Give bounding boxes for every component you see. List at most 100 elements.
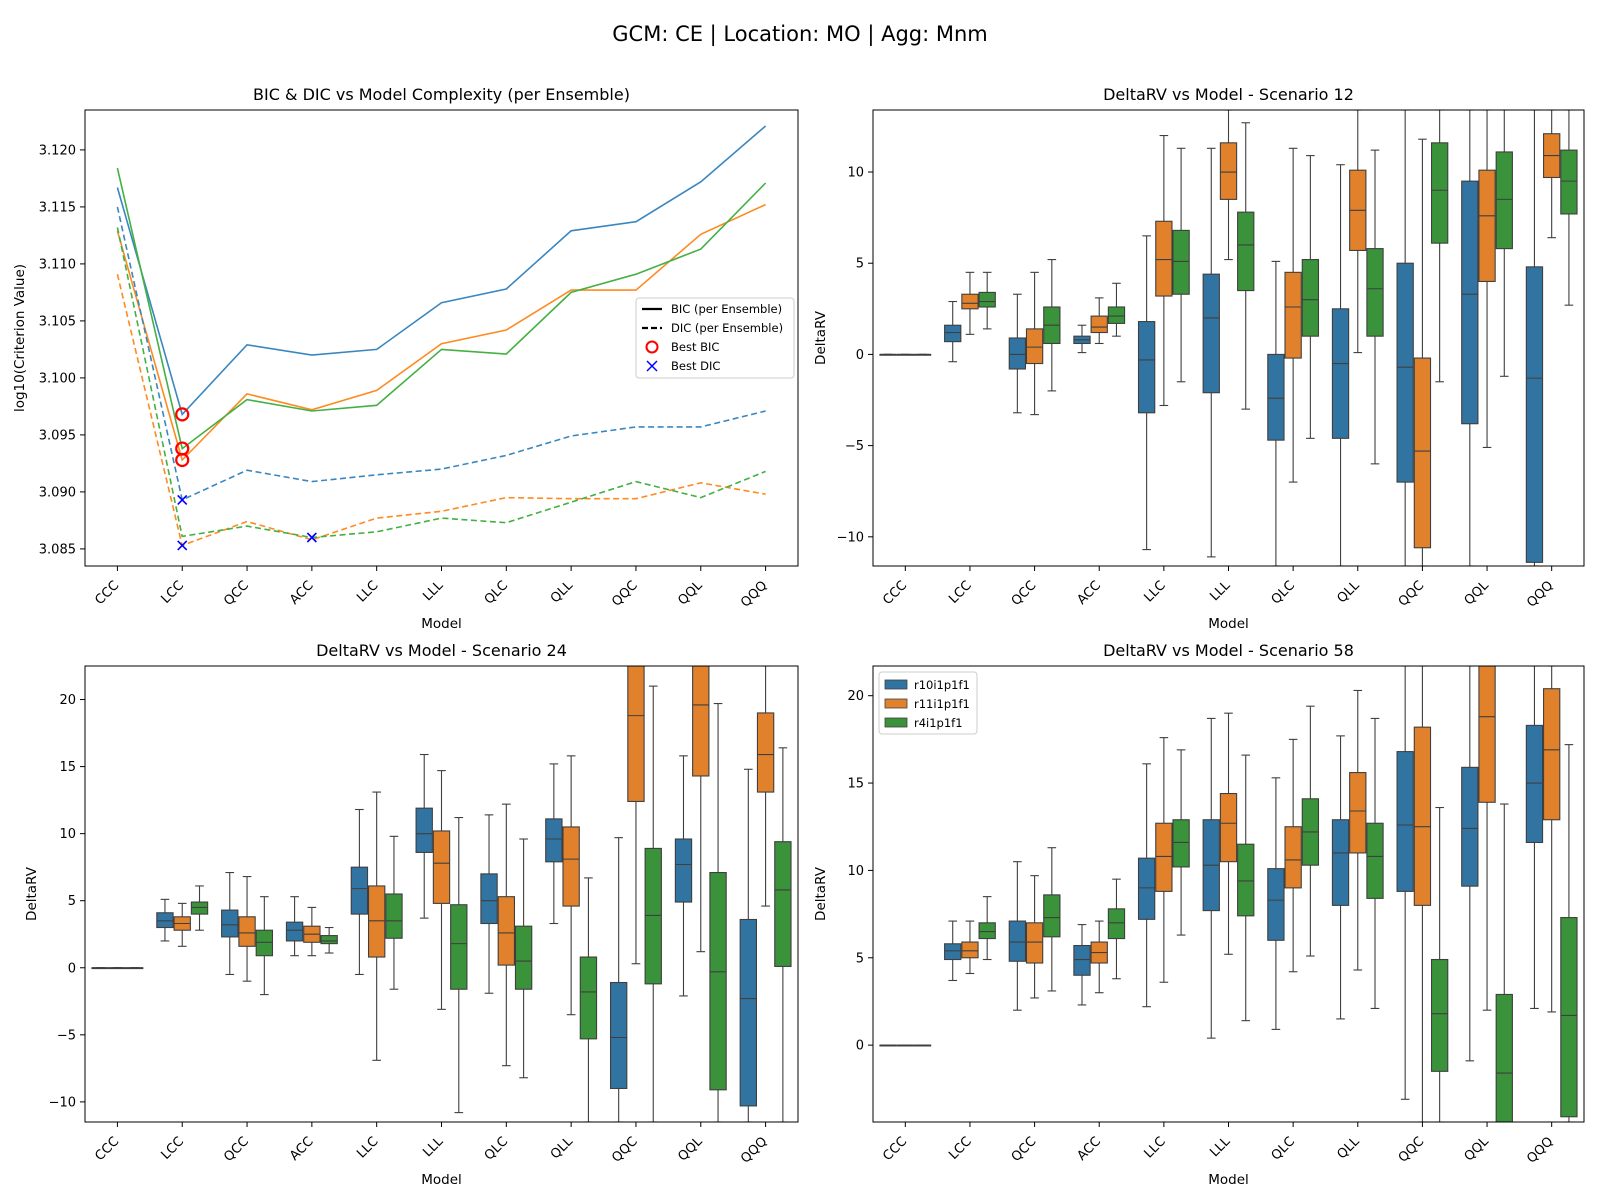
y-tick-label: −5 — [845, 439, 864, 454]
y-tick-label: 20 — [59, 693, 76, 708]
legend-label: r11i1p1f1 — [914, 697, 970, 711]
bic-line-line_green — [116, 167, 767, 450]
panel-title: DeltaRV vs Model - Scenario 24 — [316, 641, 567, 660]
x-tick-label: LCC — [946, 1134, 975, 1163]
box-r10i1p1f1 — [221, 909, 239, 938]
x-tick-label: LCC — [158, 578, 187, 607]
box-r10i1p1f1 — [285, 921, 304, 942]
x-tick-label: QQC — [609, 578, 640, 609]
box-r11i1p1f1 — [1219, 792, 1238, 863]
y-tick-label: 3.095 — [39, 428, 76, 443]
x-axis-label: Model — [1208, 1172, 1249, 1188]
legend-swatch-r10i1p1f1 — [884, 679, 908, 690]
y-tick-label: 10 — [847, 166, 864, 181]
box-r11i1p1f1 — [961, 941, 979, 959]
box-r4i1p1f1 — [1301, 259, 1320, 337]
box-r11i1p1f1 — [1090, 315, 1108, 334]
panel-scenario-58: 0 5 10 15 20 CCC LCC QCC ACC LLC LLL QLC QLL QQC QQL QQ… — [813, 641, 1585, 1188]
x-tick-label: QLL — [548, 1134, 577, 1163]
box-r11i1p1f1 — [367, 885, 386, 958]
x-tick-label: QLL — [1335, 1134, 1364, 1163]
box-r10i1p1f1 — [1267, 868, 1285, 941]
plot-area — [91, 666, 792, 1122]
box-r4i1p1f1 — [1366, 822, 1384, 899]
box-r11i1p1f1 — [1413, 726, 1432, 906]
x-tick-label: QQL — [675, 578, 706, 609]
x-tick-label: ACC — [1074, 1134, 1104, 1164]
x-tick-label: QQQ — [1524, 578, 1556, 610]
box-r10i1p1f1 — [480, 873, 498, 925]
box-r10i1p1f1 — [1202, 273, 1220, 394]
box-r4i1p1f1 — [978, 291, 996, 308]
x-tick-label: QLL — [548, 578, 577, 607]
box-r4i1p1f1 — [1237, 211, 1255, 292]
box-r10i1p1f1 — [944, 943, 962, 961]
x-tick-label: QQC — [1396, 578, 1427, 609]
y-tick-label: 5 — [856, 951, 864, 966]
box-r11i1p1f1 — [1284, 826, 1302, 889]
box-r4i1p1f1 — [1043, 894, 1061, 938]
best-dic-marker — [177, 494, 188, 505]
x-tick-label: QLC — [1269, 1134, 1298, 1163]
box-r11i1p1f1 — [1478, 169, 1496, 283]
y-tick-label: 0 — [856, 348, 864, 363]
legend: r10i1p1f1 r11i1p1f1 r4i1p1f1 — [878, 671, 978, 735]
best-bic-marker — [175, 407, 190, 422]
box-r11i1p1f1 — [627, 666, 645, 803]
best-dic-marker — [306, 532, 317, 543]
box-r4i1p1f1 — [774, 841, 792, 967]
y-tick-label: 3.120 — [39, 143, 76, 158]
box-r10i1p1f1 — [1461, 180, 1479, 425]
box-r10i1p1f1 — [350, 866, 369, 915]
box-r4i1p1f1 — [1237, 843, 1255, 917]
x-tick-label: QCC — [1009, 1134, 1040, 1165]
box-r4i1p1f1 — [1172, 229, 1190, 295]
y-tick-label: −10 — [837, 530, 864, 545]
box-r10i1p1f1 — [1461, 766, 1479, 887]
box-r4i1p1f1 — [978, 922, 996, 940]
x-tick-label: QCC — [221, 1134, 252, 1165]
box-r11i1p1f1 — [497, 896, 516, 966]
plot-area — [879, 666, 1578, 1122]
dic-line-line_orange — [116, 274, 766, 547]
y-tick-label: 10 — [847, 864, 864, 879]
y-tick-label: 3.085 — [39, 542, 76, 557]
x-tick-label: CCC — [92, 1134, 122, 1164]
x-tick-label: ACC — [287, 578, 317, 608]
y-tick-label: 0 — [68, 961, 76, 976]
y-tick-label: 0 — [856, 1039, 864, 1054]
box-r11i1p1f1 — [1349, 772, 1367, 854]
box-r11i1p1f1 — [1155, 822, 1173, 892]
plot-area — [879, 110, 1578, 566]
y-tick-label: 3.105 — [39, 314, 76, 329]
x-tick-label: ACC — [287, 1134, 317, 1164]
box-r10i1p1f1 — [739, 918, 757, 1107]
box-r10i1p1f1 — [1137, 321, 1156, 414]
box-r4i1p1f1 — [1430, 142, 1449, 244]
x-tick-label: QCC — [1009, 578, 1040, 609]
box-r4i1p1f1 — [1495, 993, 1513, 1122]
x-tick-label: LCC — [158, 1134, 187, 1163]
x-tick-label: QLC — [1269, 578, 1298, 607]
x-tick-label: LLC — [1141, 578, 1168, 605]
x-tick-label: QQQ — [738, 578, 770, 610]
y-tick-label: 3.090 — [39, 485, 76, 500]
box-r10i1p1f1 — [674, 838, 693, 903]
box-r10i1p1f1 — [1525, 724, 1544, 844]
box-r4i1p1f1 — [1172, 819, 1190, 868]
legend-swatch-r4i1p1f1 — [884, 717, 908, 728]
x-tick-label: CCC — [880, 1134, 910, 1164]
x-tick-label: QLL — [1335, 578, 1364, 607]
panel-bic-dic: 3.085 3.090 3.095 3.100 3.105 3.110 3.115 3.120… — [12, 85, 799, 632]
box-r11i1p1f1 — [238, 916, 256, 947]
box-r10i1p1f1 — [1008, 337, 1027, 370]
x-axis-label: Model — [421, 1172, 462, 1188]
legend-box — [635, 297, 795, 379]
legend-label: BIC (per Ensemble) — [671, 302, 782, 316]
box-r10i1p1f1 — [156, 912, 174, 929]
box-r10i1p1f1 — [1331, 308, 1350, 439]
box-r4i1p1f1 — [514, 925, 533, 990]
x-tick-label: LLC — [354, 578, 381, 605]
panel-title: DeltaRV vs Model - Scenario 12 — [1103, 85, 1354, 104]
legend-label: r4i1p1f1 — [914, 716, 963, 730]
